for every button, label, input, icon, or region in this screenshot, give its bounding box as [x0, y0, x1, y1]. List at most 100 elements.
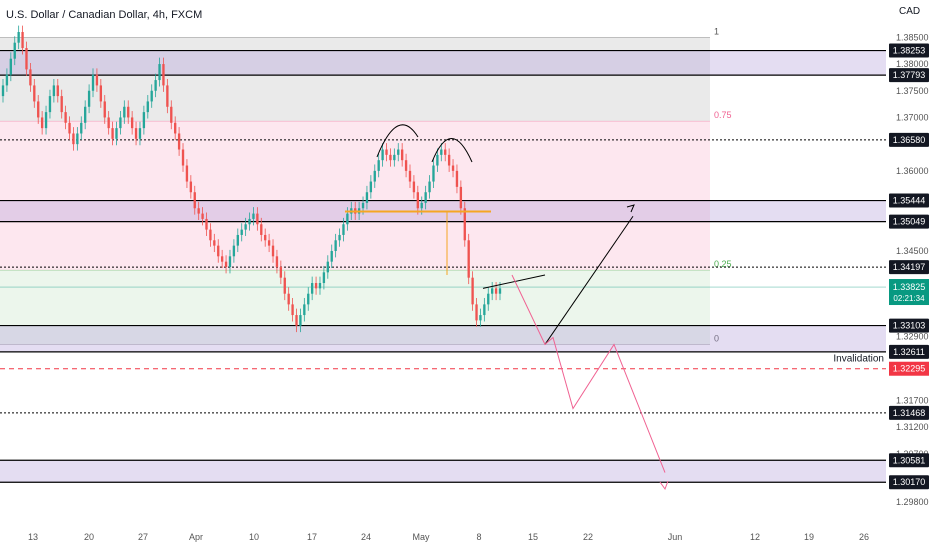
- candle: [318, 276, 322, 295]
- fib-label: 0: [714, 333, 719, 343]
- candle: [326, 255, 329, 279]
- fib-label: 0.25: [714, 259, 732, 269]
- candle: [252, 207, 255, 226]
- y-tick-label: 1.34500: [896, 246, 929, 256]
- x-tick-label: Apr: [189, 532, 203, 542]
- candle: [283, 271, 286, 301]
- candle: [80, 116, 83, 140]
- currency-label: CAD: [899, 6, 921, 17]
- candle: [197, 201, 200, 220]
- candle: [127, 100, 130, 124]
- candle: [232, 239, 236, 263]
- candle: [224, 255, 228, 274]
- candle: [440, 143, 443, 162]
- candle: [467, 233, 470, 285]
- candle: [424, 185, 427, 210]
- candle: [381, 143, 384, 167]
- fib-band-middle: [0, 121, 710, 271]
- candle: [436, 148, 439, 172]
- x-tick-label: 17: [307, 532, 317, 542]
- x-tick-label: May: [412, 532, 430, 542]
- bullish-arrowhead: [626, 204, 635, 213]
- candle: [68, 116, 71, 140]
- price-tag-label: 1.30581: [893, 455, 926, 465]
- x-tick-label: 12: [750, 532, 760, 542]
- fib-label: 0.75: [714, 110, 732, 120]
- candle: [444, 143, 447, 162]
- candle: [310, 276, 314, 301]
- x-tick-label: 15: [528, 532, 538, 542]
- candle: [483, 297, 486, 322]
- candle: [303, 297, 306, 322]
- y-tick-label: 1.38000: [896, 59, 929, 69]
- candle: [404, 153, 408, 178]
- candle: [408, 164, 412, 188]
- countdown-label: 02:21:34: [893, 294, 925, 303]
- candle: [447, 148, 451, 172]
- x-tick-label: 27: [138, 532, 148, 542]
- x-tick-label: 24: [361, 532, 371, 542]
- last-price-label: 1.33825: [893, 282, 926, 292]
- fib-band-bottom: [0, 270, 710, 345]
- y-tick-label: 1.32900: [896, 331, 929, 341]
- price-tag-label: 1.38253: [893, 46, 926, 56]
- x-tick-label: 19: [804, 532, 814, 542]
- candle: [291, 297, 294, 322]
- candle: [373, 164, 376, 188]
- candle: [76, 127, 79, 151]
- price-tag-label: 1.32611: [893, 347, 925, 357]
- candle: [64, 105, 67, 130]
- y-tick-label: 1.31700: [896, 396, 929, 406]
- candle: [377, 153, 380, 178]
- candle: [494, 281, 498, 301]
- price-tag: 1.34197: [889, 260, 929, 275]
- left-head-arc: [376, 124, 419, 158]
- candle: [209, 223, 212, 247]
- y-tick-label: 1.31200: [896, 422, 929, 432]
- candle: [459, 180, 463, 215]
- candle: [103, 95, 106, 124]
- candle: [338, 228, 341, 247]
- candle: [322, 265, 326, 290]
- candle: [37, 95, 40, 124]
- candle: [256, 207, 259, 231]
- candle: [455, 164, 459, 194]
- candle: [21, 25, 24, 55]
- candle: [123, 100, 126, 124]
- candle: [99, 79, 103, 108]
- price-tag-label: 1.36580: [893, 135, 926, 145]
- candle: [115, 121, 118, 146]
- price-tag: 1.37793: [889, 68, 929, 83]
- fib-label: 1: [714, 26, 719, 36]
- price-tag-label: 1.35444: [893, 196, 926, 206]
- candle: [487, 287, 490, 311]
- chart-title: U.S. Dollar / Canadian Dollar, 4h, FXCM: [6, 9, 203, 21]
- candle: [177, 127, 181, 156]
- candle: [451, 159, 455, 178]
- candle: [60, 89, 63, 119]
- invalidation-tag: 1.32295: [889, 361, 929, 376]
- candle: [189, 175, 193, 199]
- price-tag-label: 1.30170: [893, 477, 926, 487]
- candle: [412, 175, 416, 199]
- candle: [150, 84, 153, 108]
- candle: [330, 244, 333, 269]
- candle: [307, 287, 310, 311]
- candle: [389, 148, 392, 167]
- candle: [146, 95, 149, 119]
- candle: [87, 84, 91, 114]
- price-tag: 1.35444: [889, 193, 929, 208]
- candle: [475, 297, 478, 327]
- candle: [490, 281, 494, 301]
- candle: [264, 228, 267, 247]
- candle: [162, 57, 165, 92]
- candle: [334, 233, 337, 258]
- candle: [244, 217, 247, 237]
- invalidation-tag-label: 1.32295: [893, 364, 926, 374]
- x-tick-label: Jun: [668, 532, 683, 542]
- candle: [5, 68, 9, 92]
- candle: [428, 175, 431, 199]
- zone-lower-demand: [0, 325, 886, 352]
